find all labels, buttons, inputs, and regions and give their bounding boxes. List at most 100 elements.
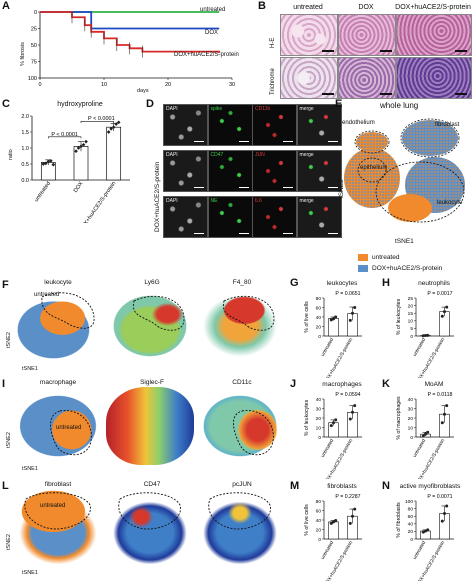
- microscopy-channel-label: DAPI: [166, 152, 178, 158]
- data-point-c: [79, 144, 83, 149]
- data-point: [334, 518, 338, 522]
- data-point-c: [74, 149, 78, 154]
- tick-label-a-x: 0: [38, 82, 41, 88]
- scale-bar-b-5: [380, 93, 392, 95]
- axis-label-f-y: tSNE2: [6, 332, 12, 348]
- axis-label-i-y: tSNE2: [6, 432, 12, 448]
- tick-label-a-y: 50: [31, 43, 37, 49]
- chart-title-m: fibroblasts: [327, 483, 357, 490]
- tick-label-c-y: 1.5: [21, 130, 29, 136]
- legend-e-combo-swatch: [358, 265, 368, 272]
- scale-bar-b-2: [380, 50, 392, 52]
- panel-label-m: M: [290, 480, 300, 492]
- tsne-siglecf: [106, 387, 194, 465]
- tick-label-a-x: 20: [165, 82, 171, 88]
- bar-c: [106, 126, 122, 181]
- legend-e-untreated-swatch: [358, 254, 368, 261]
- histology-header-combo: DOX+huACE2/S-protein: [395, 4, 471, 11]
- histology-header-untreated: untreated: [293, 4, 323, 11]
- axis-label-y: % of live cells: [304, 504, 310, 536]
- axis-label-y: % of fibroblasts: [396, 502, 402, 538]
- data-point: [426, 528, 430, 532]
- data-point-c: [109, 126, 114, 131]
- legend-a-dox: DOX: [205, 30, 219, 36]
- tick-label-y: 20: [316, 416, 322, 422]
- tsne-overlay-untreated-f: untreated: [34, 292, 60, 298]
- data-point-c: [48, 158, 53, 163]
- scale-bar: [194, 140, 204, 142]
- tsne-title-ly6g: Ly6G: [144, 279, 160, 286]
- tick-label-y: 10: [408, 319, 414, 325]
- category-label: untreated: [412, 540, 427, 561]
- microscopy-channel-label: CD11b: [255, 106, 271, 112]
- legend-e-combo: DOX+huACE2/S-protein: [372, 265, 443, 272]
- microscopy-channel-label: IL6: [255, 198, 262, 204]
- tsne-cd11c: [196, 387, 284, 465]
- tick-label-y: 0: [410, 435, 413, 441]
- p-value: P = 0.0651: [335, 291, 360, 297]
- scale-bar-b-6: [455, 93, 467, 95]
- data-point: [443, 412, 446, 416]
- data-point: [445, 504, 449, 508]
- panel-label-a: A: [2, 0, 10, 12]
- tick-label-y: 20: [316, 527, 322, 533]
- microscopy-channel-label: merge: [299, 198, 314, 204]
- data-point: [424, 529, 427, 533]
- histology-row-he: H-E: [270, 37, 276, 48]
- scale-bar: [238, 232, 249, 234]
- legend-e-untreated: untreated: [372, 254, 400, 261]
- histology-trichrome-combo: [396, 57, 472, 99]
- data-point: [332, 520, 335, 524]
- data-point: [426, 333, 430, 337]
- tick-label-y: 100: [405, 499, 413, 505]
- tick-label-a-x: 30: [229, 82, 235, 88]
- scale-bar: [283, 140, 293, 142]
- tsne-overlay-untreated-i: untreated: [56, 425, 82, 431]
- microscopy-channel-label: NE: [210, 198, 218, 204]
- tick-label-y: 20: [408, 529, 414, 535]
- bar-chart-j: 010203040untreatedDOX+huACE2/S-protein% …: [304, 392, 362, 479]
- data-point: [421, 334, 425, 338]
- histology-trichrome-dox: [338, 57, 396, 99]
- axis-label-f-x: tSNE1: [22, 366, 38, 372]
- tick-label-y: 15: [408, 311, 414, 317]
- data-point-c: [41, 162, 46, 166]
- axis-label-y: % of leukocytes: [396, 298, 402, 335]
- panel-label-f: F: [2, 279, 9, 291]
- tsne-ly6g: [106, 287, 194, 365]
- chart-title-c: hydroxyproline: [57, 101, 103, 108]
- data-point: [348, 318, 352, 322]
- axis-label-l-x: tSNE1: [22, 570, 38, 576]
- chart-title-n: active myofibroblasts: [399, 483, 461, 490]
- tsne-fibroblast: [12, 489, 104, 569]
- bar-chart-h: 0510152025untreatedDOX+huACE2/S-protein%…: [396, 291, 454, 378]
- p-value: P = 0.0071: [427, 494, 452, 500]
- tsne-macrophage: [12, 387, 104, 465]
- data-point: [426, 430, 430, 434]
- microscopy-channel-label: DAPI: [166, 198, 178, 204]
- tick-label-y: 5: [410, 326, 413, 332]
- microscopy-channel-label: JUN: [255, 152, 265, 158]
- tsne-title-f480: F4_80: [232, 279, 252, 286]
- data-point: [443, 512, 446, 516]
- microscopy-channel-label: merge: [299, 106, 314, 112]
- panel-label-d: D: [146, 98, 154, 110]
- microscopy-row-label: DOX+huACE2/S-protein: [154, 161, 161, 232]
- axis-label-e-x: tSNE1: [395, 238, 414, 245]
- microscopy-tile: spike: [207, 104, 253, 146]
- series-line-a: [40, 11, 220, 30]
- histology-he-combo: [396, 14, 472, 56]
- category-label: untreated: [320, 337, 335, 358]
- microscopy-tile: NE: [207, 196, 253, 238]
- tick-label-y: 60: [408, 514, 414, 520]
- p-value: P = 0.0118: [428, 392, 453, 398]
- sig-bracket-c-2: [80, 121, 114, 124]
- histology-row-trichrome: Trichrome: [270, 68, 276, 95]
- tick-label-y: 80: [316, 499, 322, 505]
- tick-label-c-y: 0.5: [21, 162, 29, 168]
- data-point: [351, 410, 354, 414]
- tsne-label-endothelium: endothelium: [342, 120, 375, 126]
- p-value-c-2: P < 0.0001: [88, 116, 115, 122]
- data-point: [424, 432, 427, 436]
- data-point: [440, 421, 444, 425]
